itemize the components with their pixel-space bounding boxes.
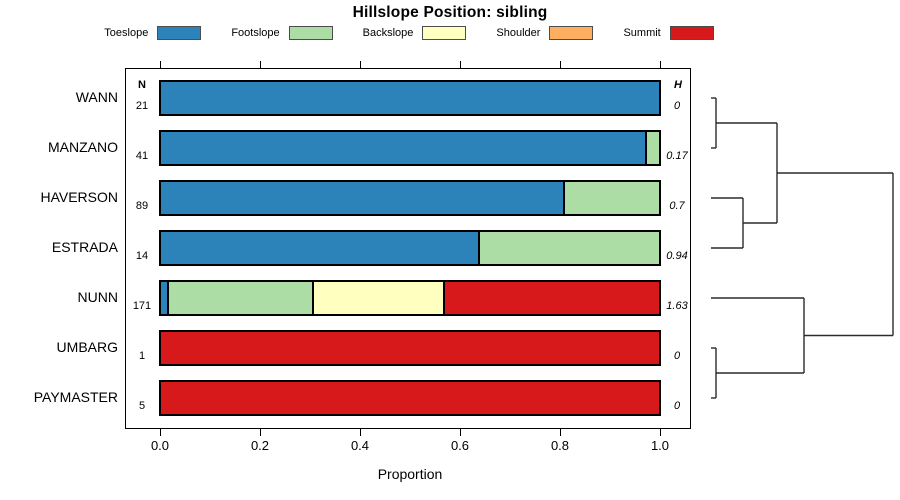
legend-item-backslope: Backslope [363,26,467,40]
chart-title: Hillslope Position: sibling [352,4,548,21]
axis-tick-label: 0.2 [250,438,270,453]
axis-tick-bottom [159,429,161,436]
legend-label: Backslope [362,27,414,39]
h-value: 0 [673,100,681,112]
bar-segment-toeslope [161,182,565,214]
legend-label: Footslope [231,27,280,39]
axis-tick-label: 0.4 [350,438,370,453]
bar-row [159,230,661,266]
axis-tick-top [559,61,561,68]
bar-row [159,380,661,416]
bar-segment-footslope [647,132,659,164]
axis-tick-top [459,61,461,68]
legend-item-summit: Summit [623,26,714,40]
n-column-header: N [138,79,146,91]
axis-tick-top [159,61,161,68]
axis-tick-label: 0.0 [150,438,170,453]
axis-tick-bottom [559,429,561,436]
axis-tick-top [259,61,261,68]
bar-segment-summit [161,382,659,414]
bar-row [159,330,661,366]
h-value: 1.63 [666,300,688,312]
bar-segment-toeslope [161,82,659,114]
axis-tick-label: 1.0 [650,438,670,453]
bar-row [159,180,661,216]
x-axis-label: Proportion [377,466,443,482]
n-value: 1 [138,350,146,362]
bar-segment-summit [445,282,659,314]
axis-tick-label: 0.8 [550,438,570,453]
h-value: 0 [673,400,681,412]
n-value: 14 [135,250,149,262]
bar-segment-toeslope [161,132,648,164]
axis-tick-bottom [359,429,361,436]
row-label: WANN [75,89,118,105]
legend: Toeslope Footslope Backslope Shoulder Su… [104,26,714,40]
axis-tick-top [659,61,661,68]
row-label: NUNN [77,289,118,305]
axis-tick-label: 0.6 [450,438,470,453]
bar-segment-footslope [564,182,659,214]
bar-row [159,280,661,316]
legend-item-toeslope: Toeslope [104,26,202,40]
legend-item-footslope: Footslope [231,26,333,40]
row-label: HAVERSON [40,189,118,205]
bar-segment-footslope [168,282,314,314]
legend-label: Toeslope [104,27,149,39]
n-value: 21 [135,100,149,112]
summit-swatch-icon [669,26,714,40]
h-value: 0.94 [666,250,688,262]
legend-label: Summit [623,27,661,39]
bar-segment-summit [161,332,659,364]
shoulder-swatch-icon [549,26,594,40]
bar-row [159,130,661,166]
row-label: PAYMASTER [33,389,118,405]
bar-segment-toeslope [161,232,481,264]
axis-tick-bottom [659,429,661,436]
bar-segment-backslope [313,282,446,314]
h-column-header: H [674,79,682,91]
plot-area-border [125,68,691,429]
row-label: UMBARG [56,339,118,355]
row-label: ESTRADA [51,239,118,255]
h-value: 0 [673,350,681,362]
n-value: 171 [132,300,152,312]
row-label: MANZANO [48,139,118,155]
axis-tick-bottom [459,429,461,436]
axis-tick-bottom [259,429,261,436]
legend-label: Shoulder [496,27,541,39]
axis-tick-top [359,61,361,68]
n-value: 89 [135,200,149,212]
n-value: 5 [138,400,146,412]
h-value: 0.17 [666,150,688,162]
backslope-swatch-icon [422,26,467,40]
bar-segment-toeslope [161,282,169,314]
bar-segment-footslope [480,232,659,264]
h-value: 0.7 [669,200,685,212]
footslope-swatch-icon [288,26,333,40]
bar-row [159,80,661,116]
toeslope-swatch-icon [157,26,202,40]
legend-item-shoulder: Shoulder [496,26,594,40]
n-value: 41 [135,150,149,162]
